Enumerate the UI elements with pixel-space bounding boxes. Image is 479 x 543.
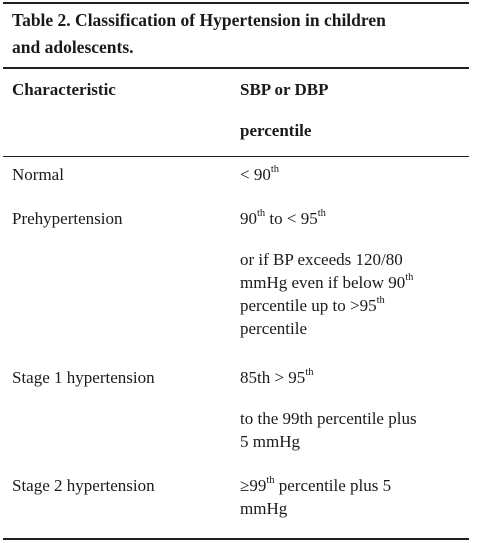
row-stage2-value: ≥99th percentile plus 5 mmHg: [240, 474, 465, 520]
caption-line-2: and adolescents.: [12, 37, 134, 57]
stage2-v1-a: ≥99: [240, 476, 267, 495]
row-prehypertension-value-1: 90th to < 95th: [240, 207, 465, 230]
row-stage1-label: Stage 1 hypertension: [12, 368, 155, 387]
row-normal-label: Normal: [12, 165, 64, 184]
prehyp-v2-line2-sup: th: [405, 272, 414, 284]
header-characteristic: Characteristic: [12, 80, 116, 99]
stage2-v1-line2: mmHg: [240, 499, 288, 518]
row-normal-value-text: < 90: [240, 165, 271, 184]
table-caption: Table 2. Classification of Hypertension …: [12, 7, 462, 61]
stage1-v2-line2: 5 mmHg: [240, 432, 300, 451]
prehyp-v2-line3: percentile up to >95: [240, 296, 377, 315]
prehyp-v1-a: 90: [240, 209, 257, 228]
row-stage1-value-2: to the 99th percentile plus 5 mmHg: [240, 407, 465, 453]
prehyp-v1-b: to < 95: [265, 209, 318, 228]
stage1-v2-line1: to the 99th percentile plus: [240, 409, 417, 428]
caption-rule: [3, 67, 469, 69]
header-rule: [3, 156, 469, 157]
row-normal-value: < 90th: [240, 163, 465, 186]
table-top-rule: [3, 2, 469, 4]
table-bottom-rule: [3, 538, 469, 540]
prehyp-v1-sup-a: th: [257, 208, 266, 220]
prehyp-v1-sup-b: th: [317, 208, 326, 220]
stage1-v1: 85th > 95: [240, 368, 306, 387]
stage1-v1-sup: th: [305, 367, 314, 379]
prehyp-v2-line4: percentile: [240, 319, 308, 338]
prehyp-v2-line3-sup: th: [376, 295, 385, 307]
row-prehypertension-value-2: or if BP exceeds 120/80 mmHg even if bel…: [240, 248, 465, 340]
header-percentile: percentile: [240, 121, 312, 140]
caption-line-1: Table 2. Classification of Hypertension …: [12, 10, 386, 30]
prehyp-v2-line2: mmHg even if below 90: [240, 273, 406, 292]
stage2-v1-b: percentile plus 5: [274, 476, 392, 495]
row-prehypertension-label: Prehypertension: [12, 209, 123, 228]
header-sbp-dbp: SBP or DBP: [240, 80, 329, 99]
prehyp-v2-line1: or if BP exceeds 120/80: [240, 250, 403, 269]
stage2-v1-sup: th: [266, 475, 275, 487]
row-stage2-label: Stage 2 hypertension: [12, 476, 155, 495]
row-stage1-value-1: 85th > 95th: [240, 366, 465, 389]
row-normal-value-sup: th: [270, 164, 280, 176]
